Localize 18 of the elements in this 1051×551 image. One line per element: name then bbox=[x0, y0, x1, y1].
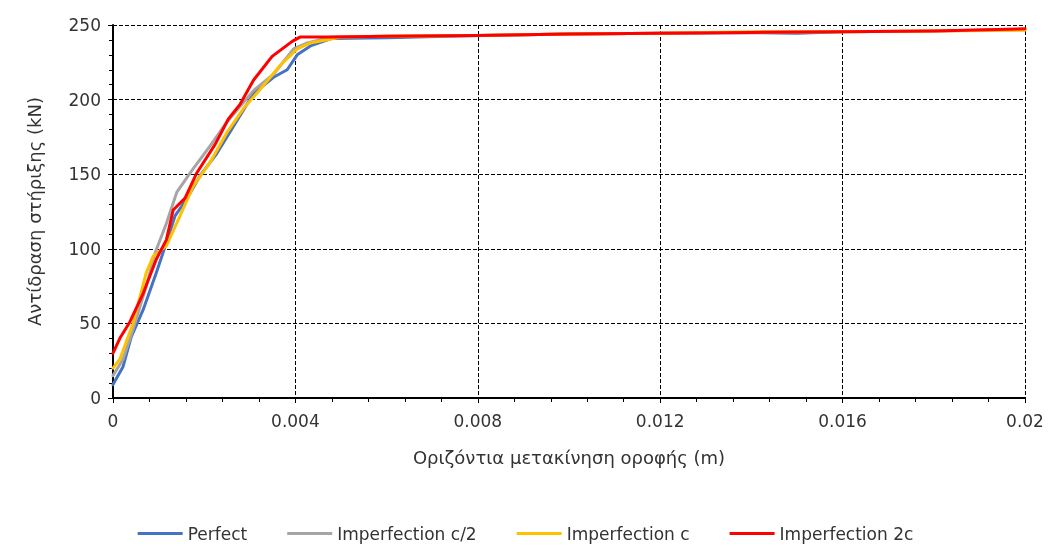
y-tick-label: 250 bbox=[68, 15, 101, 35]
legend-label: Imperfection 2c bbox=[779, 523, 914, 544]
legend-label: Imperfection c bbox=[566, 523, 690, 544]
y-axis-title: Αντίδραση στήριξης (kN) bbox=[23, 97, 45, 326]
x-tick-label: 0.004 bbox=[271, 410, 320, 431]
x-tick-label: 0.02 bbox=[1006, 410, 1044, 431]
y-tick-label: 150 bbox=[68, 164, 101, 185]
y-tick-label: 200 bbox=[68, 89, 101, 110]
y-tick-label: 100 bbox=[68, 238, 101, 259]
y-tick-label: 50 bbox=[79, 313, 101, 334]
x-tick-label: 0.008 bbox=[453, 410, 503, 431]
x-tick-label: 0.016 bbox=[818, 410, 867, 431]
x-tick-label: 0 bbox=[107, 410, 119, 431]
x-tick-label: 0.012 bbox=[635, 410, 685, 431]
x-axis-title: Οριζόντια μετακίνηση οροφής (m) bbox=[412, 446, 726, 468]
legend-label: Imperfection c/2 bbox=[337, 523, 477, 544]
legend-label: Perfect bbox=[187, 523, 248, 544]
y-tick-label: 0 bbox=[90, 388, 101, 408]
